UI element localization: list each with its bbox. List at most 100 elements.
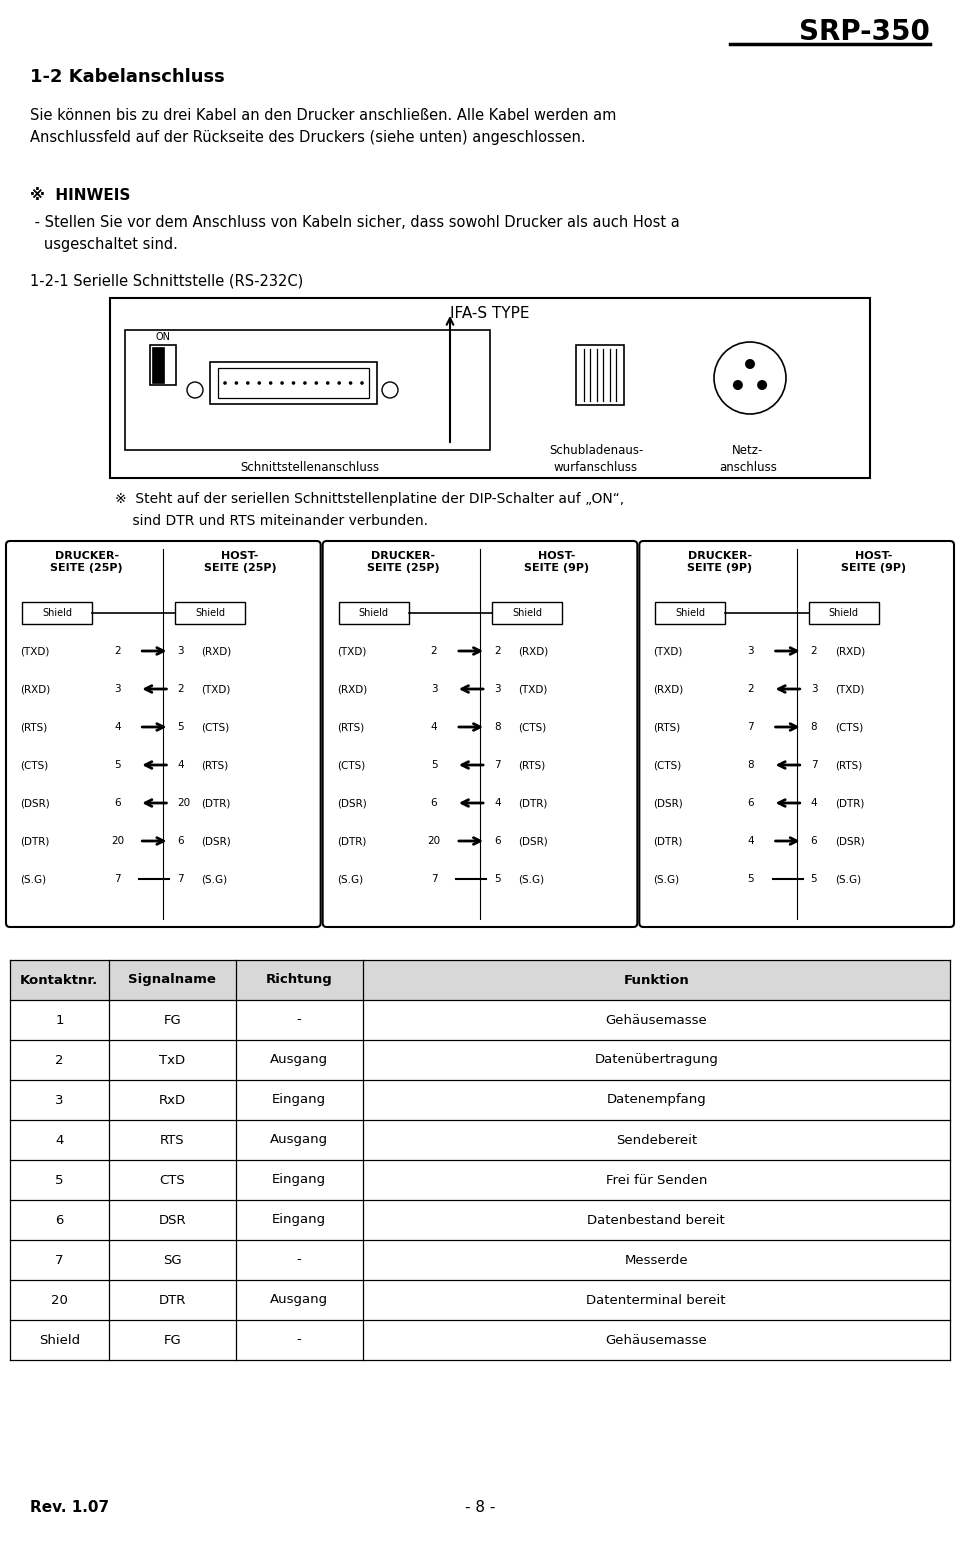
- Text: 2: 2: [747, 684, 754, 694]
- Text: 2: 2: [431, 647, 438, 656]
- Text: (DTR): (DTR): [654, 836, 683, 846]
- Text: - Stellen Sie vor dem Anschluss von Kabeln sicher, dass sowohl Drucker als auch : - Stellen Sie vor dem Anschluss von Kabe…: [30, 214, 680, 252]
- Bar: [210, 363, 377, 404]
- Text: Funktion: Funktion: [623, 974, 689, 986]
- Text: (CTS): (CTS): [20, 761, 48, 770]
- Text: 6: 6: [55, 1213, 63, 1227]
- Text: Messerde: Messerde: [624, 1253, 688, 1267]
- Text: FG: FG: [163, 1333, 181, 1347]
- Text: CTS: CTS: [159, 1174, 185, 1187]
- Text: Schubladenaus-
wurfanschluss: Schubladenaus- wurfanschluss: [549, 444, 643, 474]
- Bar: [22, 602, 92, 623]
- Text: Datenempfang: Datenempfang: [607, 1094, 707, 1106]
- Text: ※  HINWEIS: ※ HINWEIS: [30, 188, 131, 204]
- Text: 5: 5: [431, 761, 438, 770]
- Text: ON: ON: [155, 332, 170, 343]
- Text: (DTR): (DTR): [20, 836, 49, 846]
- Text: Sie können bis zu drei Kabel an den Drucker anschließen. Alle Kabel werden am
An: Sie können bis zu drei Kabel an den Druc…: [30, 108, 616, 145]
- Text: (RXD): (RXD): [834, 647, 865, 656]
- Text: - 8 -: - 8 -: [465, 1500, 495, 1515]
- Text: -: -: [297, 1253, 301, 1267]
- Text: HOST-
SEITE (25P): HOST- SEITE (25P): [204, 551, 276, 572]
- Text: -: -: [297, 1014, 301, 1026]
- Text: Datenbestand bereit: Datenbestand bereit: [588, 1213, 725, 1227]
- Text: 7: 7: [431, 873, 438, 884]
- Text: SRP-350: SRP-350: [799, 19, 930, 46]
- Text: 5: 5: [494, 873, 500, 884]
- Text: HOST-
SEITE (9P): HOST- SEITE (9P): [841, 551, 906, 572]
- Text: (RXD): (RXD): [20, 684, 50, 694]
- Text: DRUCKER-
SEITE (25P): DRUCKER- SEITE (25P): [50, 551, 123, 572]
- Text: 7: 7: [178, 873, 184, 884]
- Text: 8: 8: [810, 722, 817, 731]
- Text: 1: 1: [55, 1014, 63, 1026]
- Bar: [110, 298, 870, 478]
- Text: 7: 7: [494, 761, 500, 770]
- Text: 4: 4: [431, 722, 438, 731]
- Text: 3: 3: [431, 684, 438, 694]
- Text: (CTS): (CTS): [834, 722, 863, 731]
- Bar: [152, 347, 164, 383]
- Text: (DTR): (DTR): [337, 836, 366, 846]
- Text: sind DTR und RTS miteinander verbunden.: sind DTR und RTS miteinander verbunden.: [115, 514, 428, 528]
- Text: Datenübertragung: Datenübertragung: [594, 1054, 718, 1066]
- Text: Schnittstellenanschluss: Schnittstellenanschluss: [240, 461, 379, 474]
- Text: RxD: RxD: [158, 1094, 185, 1106]
- Text: 20: 20: [427, 836, 441, 846]
- Bar: [176, 602, 246, 623]
- Bar: [808, 602, 878, 623]
- Text: Signalname: Signalname: [129, 974, 216, 986]
- Text: 5: 5: [178, 722, 184, 731]
- Text: 4: 4: [114, 722, 121, 731]
- Text: Eingang: Eingang: [272, 1213, 326, 1227]
- Text: (RTS): (RTS): [337, 722, 364, 731]
- Text: Shield: Shield: [195, 608, 226, 619]
- Circle shape: [234, 381, 238, 384]
- Text: 8: 8: [747, 761, 754, 770]
- Bar: [10, 960, 950, 1000]
- Text: 4: 4: [55, 1134, 63, 1146]
- Text: 5: 5: [114, 761, 121, 770]
- Circle shape: [326, 381, 329, 384]
- Text: IFA-S TYPE: IFA-S TYPE: [450, 306, 530, 321]
- Text: Shield: Shield: [42, 608, 72, 619]
- Text: Eingang: Eingang: [272, 1094, 326, 1106]
- Circle shape: [246, 381, 250, 384]
- Text: Gehäusemasse: Gehäusemasse: [606, 1014, 708, 1026]
- Text: Datenterminal bereit: Datenterminal bereit: [587, 1293, 726, 1307]
- Text: -: -: [297, 1333, 301, 1347]
- Circle shape: [280, 381, 284, 384]
- Text: 4: 4: [494, 798, 500, 809]
- Text: 5: 5: [747, 873, 754, 884]
- Text: 7: 7: [810, 761, 817, 770]
- Text: Netz-
anschluss: Netz- anschluss: [719, 444, 777, 474]
- Text: 6: 6: [431, 798, 438, 809]
- Text: 4: 4: [178, 761, 184, 770]
- Circle shape: [292, 381, 296, 384]
- Text: 7: 7: [55, 1253, 63, 1267]
- Text: (RXD): (RXD): [518, 647, 548, 656]
- Text: (RXD): (RXD): [202, 647, 231, 656]
- Text: 3: 3: [494, 684, 500, 694]
- Text: 5: 5: [810, 873, 817, 884]
- Text: (DSR): (DSR): [654, 798, 684, 809]
- Text: Sendebereit: Sendebereit: [615, 1134, 697, 1146]
- Text: 3: 3: [747, 647, 754, 656]
- Text: 20: 20: [110, 836, 124, 846]
- Text: 2: 2: [55, 1054, 63, 1066]
- Text: (RXD): (RXD): [654, 684, 684, 694]
- Text: Rev. 1.07: Rev. 1.07: [30, 1500, 109, 1515]
- Text: (DSR): (DSR): [202, 836, 231, 846]
- Text: (TXD): (TXD): [654, 647, 683, 656]
- Text: Frei für Senden: Frei für Senden: [606, 1174, 707, 1187]
- Text: 6: 6: [810, 836, 817, 846]
- Text: 3: 3: [810, 684, 817, 694]
- Circle shape: [757, 380, 767, 390]
- Text: RTS: RTS: [159, 1134, 184, 1146]
- Text: (S.G): (S.G): [834, 873, 861, 884]
- Text: (RTS): (RTS): [834, 761, 862, 770]
- Text: ※  Steht auf der seriellen Schnittstellenplatine der DIP-Schalter auf „ON“,: ※ Steht auf der seriellen Schnittstellen…: [115, 492, 624, 506]
- Text: 4: 4: [810, 798, 817, 809]
- Text: (DTR): (DTR): [202, 798, 230, 809]
- Text: (TXD): (TXD): [834, 684, 864, 694]
